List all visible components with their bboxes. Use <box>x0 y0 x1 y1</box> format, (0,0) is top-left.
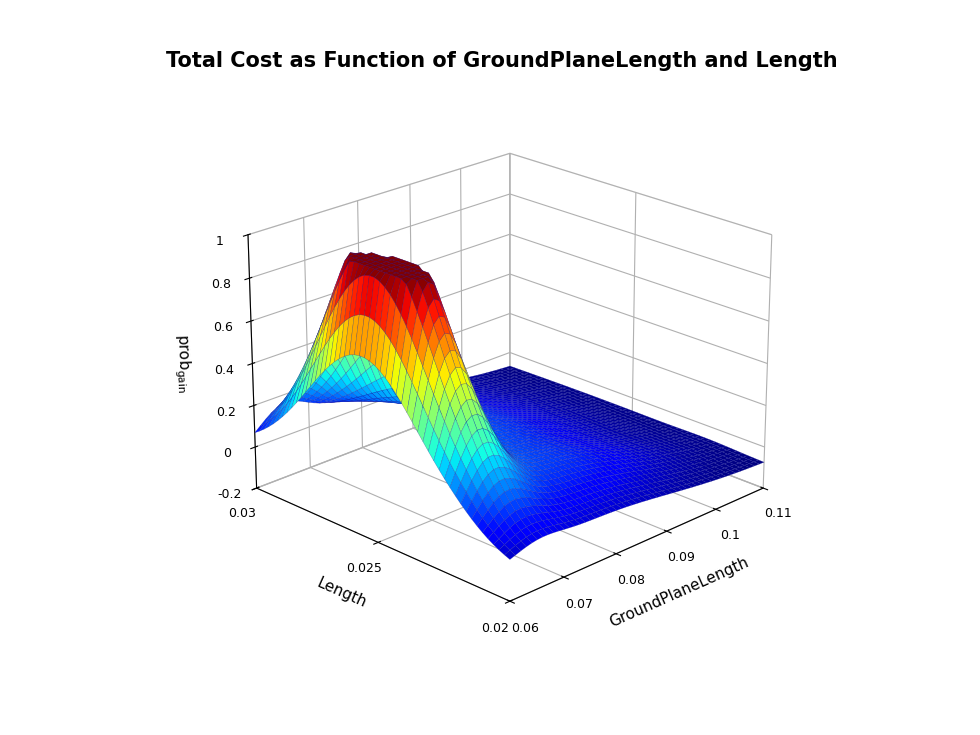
Title: Total Cost as Function of GroundPlaneLength and Length: Total Cost as Function of GroundPlaneLen… <box>167 51 838 71</box>
X-axis label: GroundPlaneLength: GroundPlaneLength <box>607 555 751 631</box>
Y-axis label: Length: Length <box>314 575 368 610</box>
